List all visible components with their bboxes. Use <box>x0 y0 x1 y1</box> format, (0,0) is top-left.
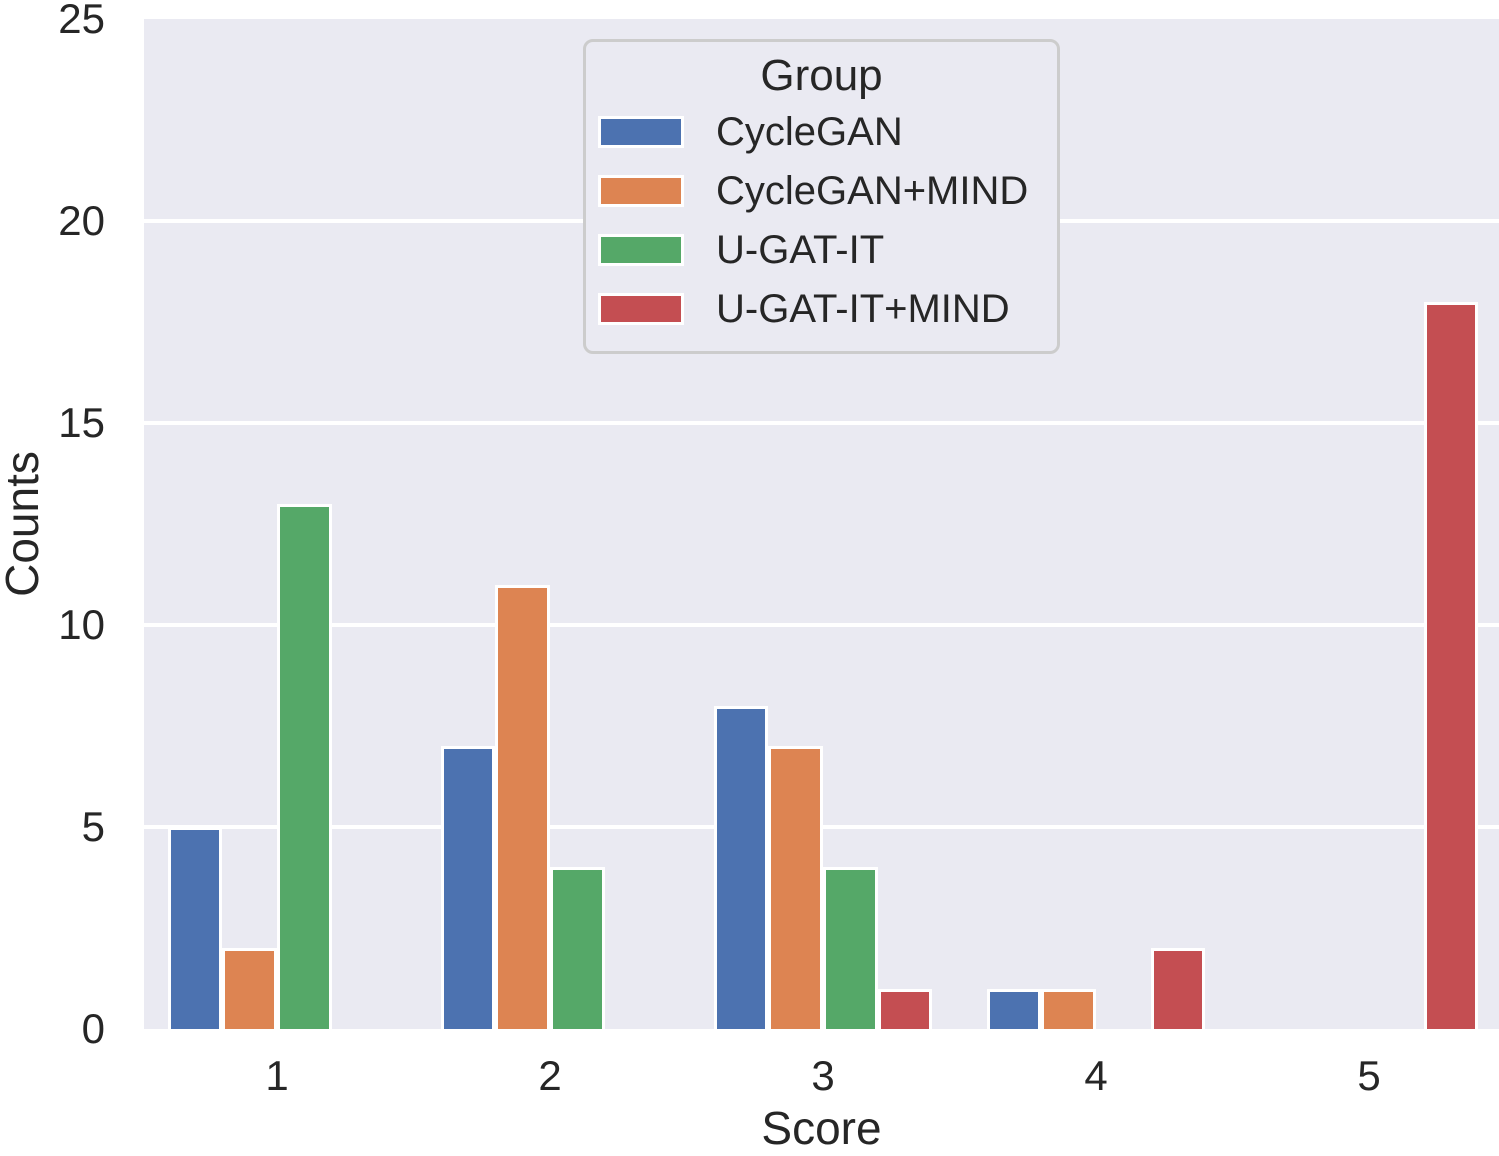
legend-title: Group <box>760 51 883 100</box>
legend-row-cyclegan: CycleGAN <box>586 103 1057 162</box>
bar-cyclegan-score-3 <box>713 705 769 1029</box>
bar-cyclegan-mind-score-1 <box>222 948 277 1029</box>
bar-cyclegan-score-1 <box>167 827 223 1029</box>
legend-swatch-u-gat-it <box>598 234 684 267</box>
legend-swatch-cyclegan <box>598 116 684 149</box>
bar-u-gat-it-score-2 <box>550 867 605 1029</box>
legend-label-u-gat-it: U-GAT-IT <box>716 228 885 273</box>
bar-u-gat-it-mind-score-4 <box>1150 948 1206 1029</box>
legend-swatch-u-gat-it-mind <box>598 293 684 326</box>
legend-label-cyclegan: CycleGAN <box>716 110 903 155</box>
gridline-y-15 <box>144 421 1499 425</box>
y-tick-15: 15 <box>58 399 105 446</box>
y-tick-10: 10 <box>58 601 105 648</box>
legend: Group CycleGAN CycleGAN+MIND U-GAT-IT U-GAT… <box>583 39 1060 354</box>
legend-items: CycleGAN CycleGAN+MIND U-GAT-IT U-GAT-IT+MI… <box>586 103 1057 339</box>
bar-cyclegan-mind-score-4 <box>1041 988 1096 1029</box>
legend-row-cyclegan-mind: CycleGAN+MIND <box>586 162 1057 221</box>
bar-u-gat-it-score-1 <box>277 503 332 1029</box>
bar-u-gat-it-mind-score-5 <box>1423 301 1479 1029</box>
x-tick-2: 2 <box>538 1052 562 1099</box>
gridline-y-10 <box>144 623 1499 627</box>
bar-cyclegan-mind-score-2 <box>495 584 550 1029</box>
y-tick-0: 0 <box>81 1005 105 1052</box>
bar-cyclegan-score-2 <box>440 746 496 1029</box>
legend-row-u-gat-it: U-GAT-IT <box>586 221 1057 280</box>
x-tick-5: 5 <box>1357 1052 1381 1099</box>
bar-cyclegan-score-4 <box>986 988 1042 1029</box>
x-tick-3: 3 <box>811 1052 835 1099</box>
x-tick-4: 4 <box>1084 1052 1108 1099</box>
y-tick-20: 20 <box>58 197 105 244</box>
bar-u-gat-it-score-3 <box>823 867 878 1029</box>
bar-cyclegan-mind-score-3 <box>768 746 823 1029</box>
legend-label-cyclegan-mind: CycleGAN+MIND <box>716 169 1029 214</box>
y-tick-25: 25 <box>58 0 105 42</box>
legend-label-u-gat-it-mind: U-GAT-IT+MIND <box>716 287 1010 332</box>
x-axis-label: Score <box>761 1102 882 1154</box>
plot-area: Group CycleGAN CycleGAN+MIND U-GAT-IT U-GAT… <box>144 19 1499 1029</box>
legend-row-u-gat-it-mind: U-GAT-IT+MIND <box>586 280 1057 339</box>
y-tick-5: 5 <box>81 803 105 850</box>
x-tick-1: 1 <box>265 1052 289 1099</box>
legend-swatch-cyclegan-mind <box>598 175 684 208</box>
bar-u-gat-it-mind-score-3 <box>877 988 933 1029</box>
y-axis-label: Counts <box>0 451 48 597</box>
